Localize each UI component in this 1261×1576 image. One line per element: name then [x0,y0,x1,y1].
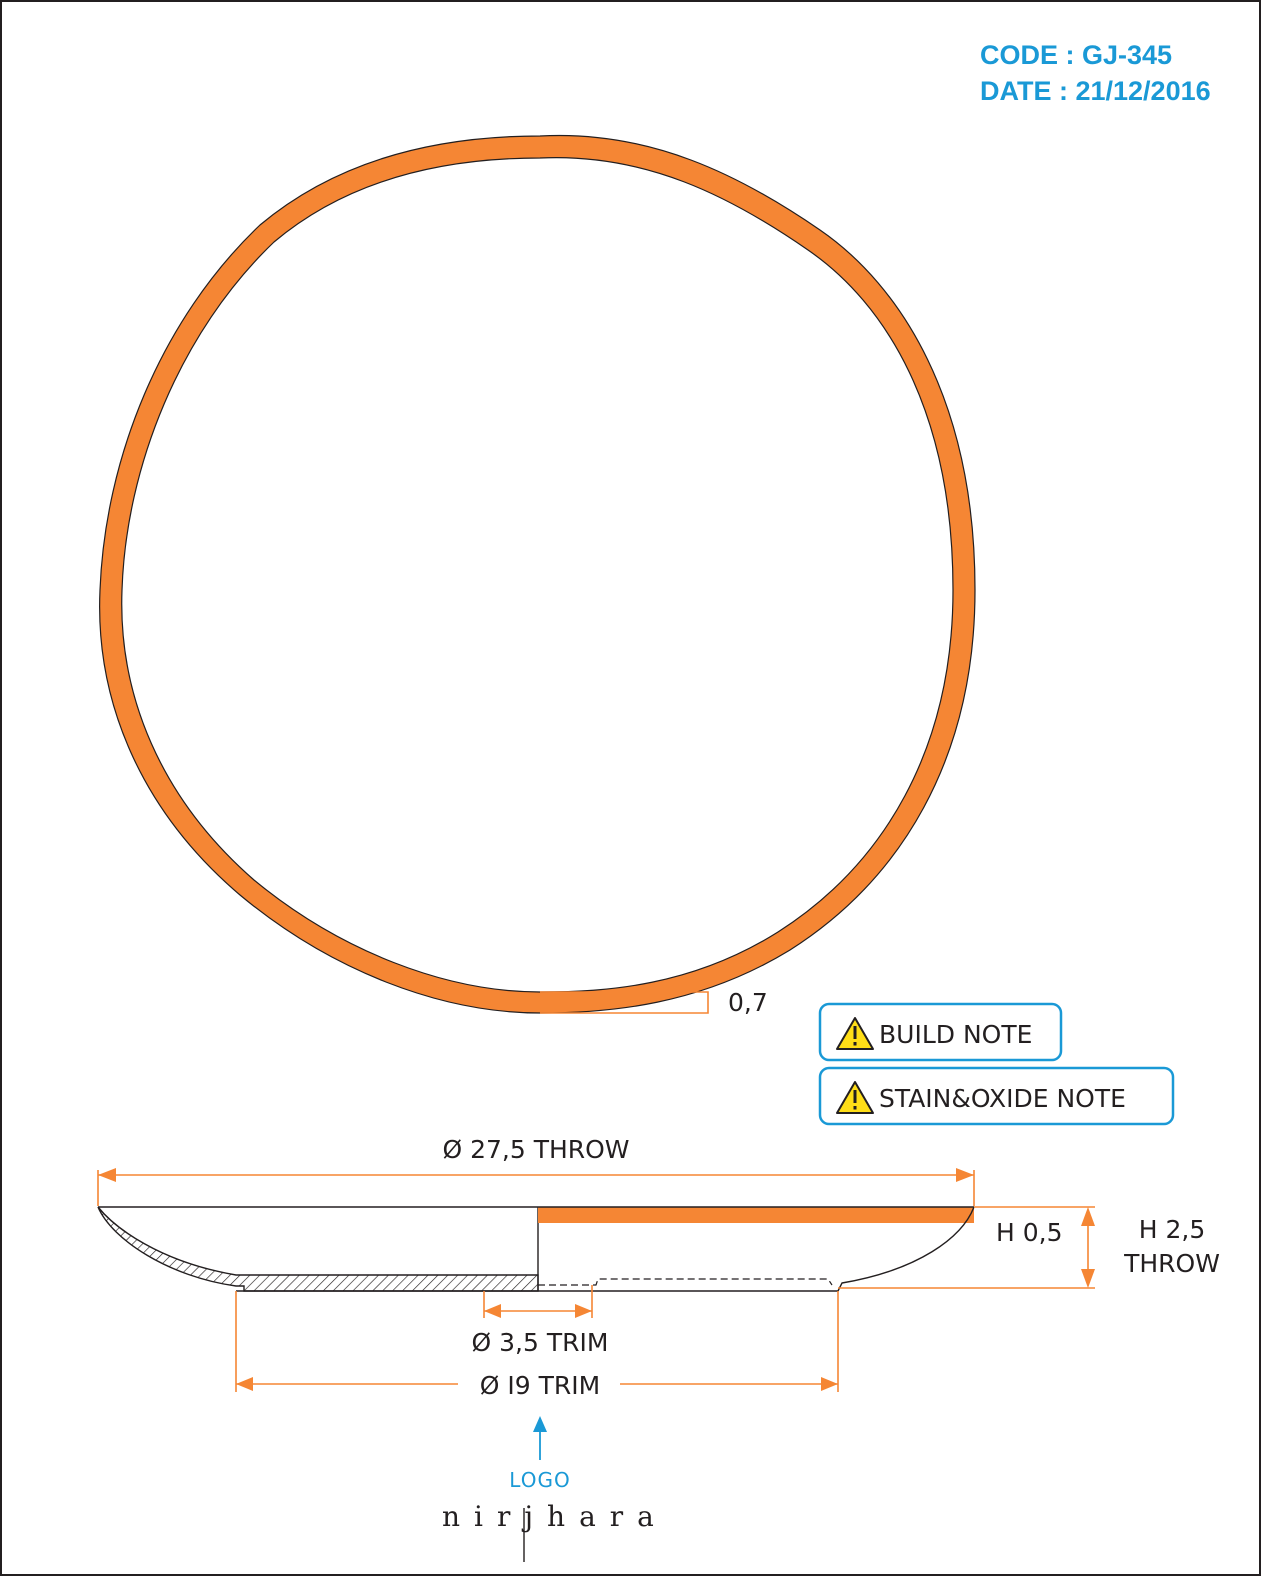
build-note-tag[interactable]: BUILD NOTE [818,1002,1063,1062]
outer-diameter-label: Ø 27,5 THROW [442,1135,629,1164]
inner-foot-label: Ø 3,5 TRIM [472,1328,609,1357]
plate-outer-profile [538,1206,975,1292]
total-height-dimension-line [1081,1207,1095,1288]
total-height-label-line2: THROW [1123,1249,1220,1278]
plate-wall-section [97,1206,539,1292]
inner-foot-dimension-line [484,1304,592,1318]
foot-diameter-dimension-line [236,1377,838,1391]
logo-arrow-icon [533,1416,547,1432]
foot-diameter-label: Ø I9 TRIM [480,1371,600,1400]
plate-well [121,157,954,993]
stain-oxide-note-tag[interactable]: STAIN&OXIDE NOTE [818,1066,1175,1126]
drawing-date: DATE : 21/12/2016 [980,76,1211,106]
outer-diameter-dimension-line [98,1168,974,1182]
rim-height-label: H 0,5 [996,1218,1063,1247]
foot-ring-hidden-line [538,1278,833,1286]
plate-top-view: 0,7 [99,134,976,1017]
product-code: CODE : GJ-345 [980,40,1172,70]
brand-wordmark: nirjhara [442,1500,668,1533]
logo-label: LOGO [509,1468,570,1492]
build-note-label: BUILD NOTE [879,1020,1032,1049]
rim-thickness-label: 0,7 [728,988,768,1017]
total-height-label-line1: H 2,5 [1139,1215,1206,1244]
warning-triangle-icon [836,1017,874,1050]
rim-thickness-leader [540,991,709,1014]
logo-marker: LOGO [509,1416,570,1492]
glaze-rim-band [538,1207,974,1223]
warning-triangle-icon [836,1081,874,1114]
plate-section-view: Ø 27,5 THROW H 0,5 H 2,5 THROW [97,1135,1220,1400]
stain-oxide-note-label: STAIN&OXIDE NOTE [879,1084,1126,1113]
